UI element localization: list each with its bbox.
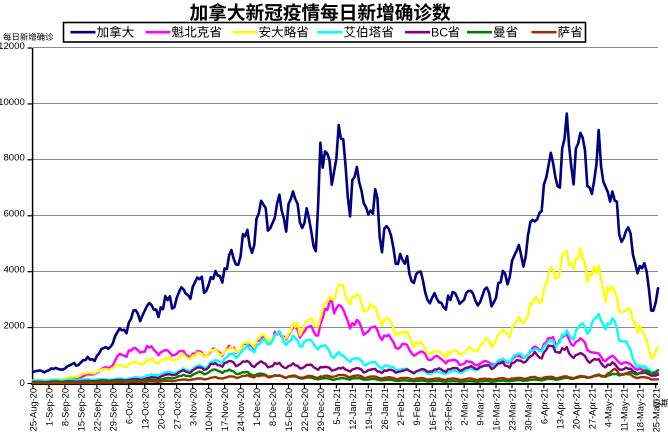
svg-text:13-Apr-21: 13-Apr-21 — [555, 388, 566, 429]
svg-text:30-Mar-21: 30-Mar-21 — [523, 388, 534, 431]
svg-text:27-Apr-21: 27-Apr-21 — [587, 388, 598, 429]
svg-text:22-Sep-20: 22-Sep-20 — [92, 388, 103, 431]
svg-text:1-Dec-20: 1-Dec-20 — [251, 388, 262, 426]
svg-text:17-Nov-20: 17-Nov-20 — [219, 388, 230, 431]
svg-text:29-Dec-20: 29-Dec-20 — [315, 388, 326, 431]
svg-text:13-Oct-20: 13-Oct-20 — [139, 388, 150, 429]
svg-text:11-May-21: 11-May-21 — [618, 388, 629, 432]
svg-text:24-Nov-20: 24-Nov-20 — [235, 388, 246, 431]
svg-text:23-Feb-21: 23-Feb-21 — [443, 388, 454, 431]
svg-text:10000: 10000 — [0, 97, 25, 108]
svg-text:8000: 8000 — [3, 153, 24, 164]
svg-text:6-Oct-20: 6-Oct-20 — [123, 388, 134, 424]
svg-text:9-Feb-21: 9-Feb-21 — [411, 388, 422, 426]
svg-text:12-Jan-21: 12-Jan-21 — [347, 388, 358, 430]
svg-text:15-Sep-20: 15-Sep-20 — [76, 388, 87, 431]
svg-text:8-Dec-20: 8-Dec-20 — [267, 388, 278, 426]
svg-text:25-May-21: 25-May-21 — [650, 388, 661, 432]
svg-text:16-Feb-21: 16-Feb-21 — [427, 388, 438, 431]
svg-text:26-Jan-21: 26-Jan-21 — [379, 388, 390, 430]
svg-text:23-Mar-21: 23-Mar-21 — [507, 388, 518, 431]
svg-text:25-Aug-20: 25-Aug-20 — [28, 388, 39, 431]
svg-text:3-Nov-20: 3-Nov-20 — [187, 388, 198, 426]
svg-text:27-Oct-20: 27-Oct-20 — [171, 388, 182, 429]
svg-text:20-Apr-21: 20-Apr-21 — [571, 388, 582, 429]
svg-text:5-Jan-21: 5-Jan-21 — [331, 388, 342, 425]
svg-text:9-Mar-21: 9-Mar-21 — [475, 388, 486, 426]
svg-text:19-Jan-21: 19-Jan-21 — [363, 388, 374, 430]
svg-text:2000: 2000 — [3, 321, 24, 332]
svg-text:BC: BC — [431, 26, 448, 40]
svg-text:18-May-21: 18-May-21 — [634, 388, 645, 432]
svg-text:4000: 4000 — [3, 265, 24, 276]
svg-text:12000: 12000 — [0, 41, 25, 52]
svg-text:10-Nov-20: 10-Nov-20 — [203, 388, 214, 431]
svg-text:0: 0 — [19, 378, 24, 389]
svg-text:22-Dec-20: 22-Dec-20 — [299, 388, 310, 431]
svg-text:4-May-21: 4-May-21 — [602, 388, 613, 427]
svg-text:1-Sep-20: 1-Sep-20 — [44, 388, 55, 426]
svg-text:15-Dec-20: 15-Dec-20 — [283, 388, 294, 431]
svg-text:16-Mar-21: 16-Mar-21 — [491, 388, 502, 431]
svg-text:2-Mar-21: 2-Mar-21 — [459, 388, 470, 426]
svg-text:29-Sep-20: 29-Sep-20 — [107, 388, 118, 431]
svg-text:6-Apr-21: 6-Apr-21 — [539, 388, 550, 424]
svg-text:8-Sep-20: 8-Sep-20 — [60, 388, 71, 426]
svg-text:2-Feb-21: 2-Feb-21 — [395, 388, 406, 426]
svg-text:20-Oct-20: 20-Oct-20 — [155, 388, 166, 429]
svg-text:6000: 6000 — [3, 209, 24, 220]
